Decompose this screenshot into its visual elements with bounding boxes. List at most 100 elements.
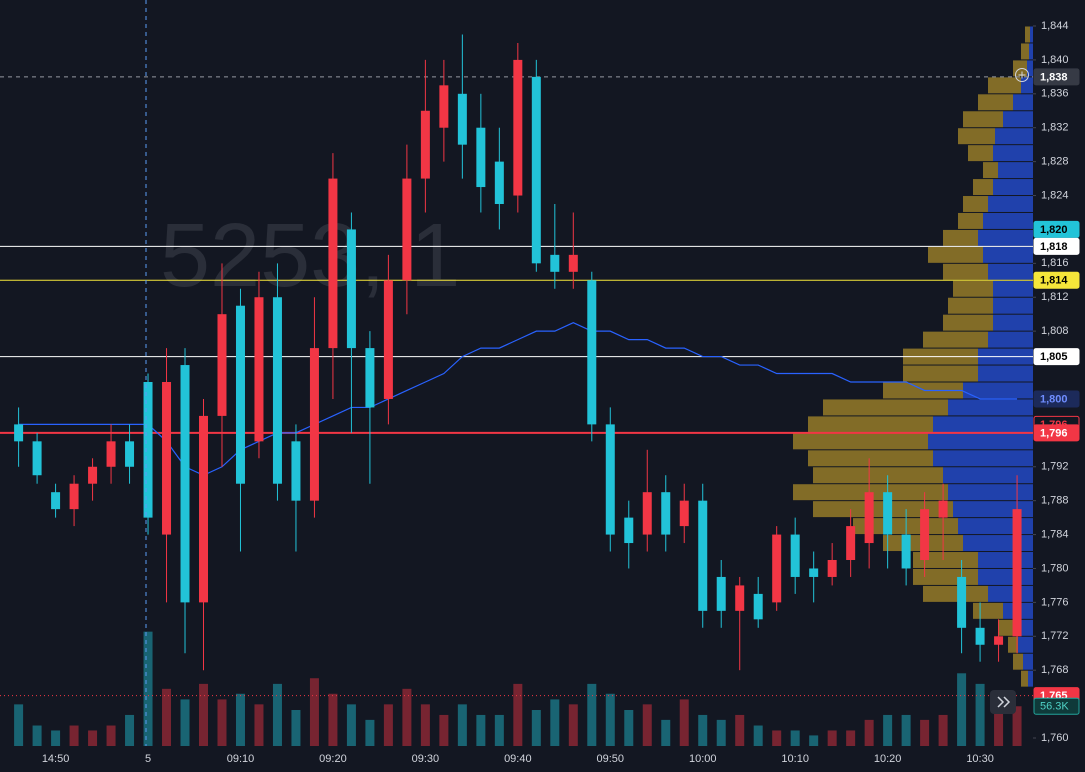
price-badge xyxy=(1033,390,1080,408)
profile-blue xyxy=(983,246,1033,263)
y-tick-label: 1,816 xyxy=(1041,257,1069,269)
candle-body xyxy=(199,415,208,603)
volume-bar xyxy=(1012,706,1022,746)
profile-gold xyxy=(1008,636,1018,653)
volume-bar xyxy=(920,719,930,746)
profile-blue xyxy=(978,568,1033,585)
profile-blue xyxy=(1030,26,1033,43)
profile-gold xyxy=(943,229,978,246)
profile-gold xyxy=(813,501,953,518)
volume-bar xyxy=(716,719,726,746)
profile-blue xyxy=(1028,670,1033,687)
volume-bar xyxy=(513,683,523,746)
volume-bar xyxy=(199,683,208,746)
profile-gold xyxy=(948,297,993,314)
y-tick-label: 1,768 xyxy=(1041,664,1069,676)
y-tick-label: 1,772 xyxy=(1041,630,1069,642)
profile-gold xyxy=(813,467,943,484)
candle-body xyxy=(69,483,79,510)
scroll-icon xyxy=(997,696,1011,708)
volume-bar xyxy=(642,704,652,746)
candle-body xyxy=(476,127,486,188)
profile-blue xyxy=(978,552,1033,568)
candle-body xyxy=(605,424,615,535)
candle-body xyxy=(938,500,948,518)
profile-blue xyxy=(933,416,1033,433)
volume-bar xyxy=(568,704,578,746)
profile-blue xyxy=(978,365,1033,382)
y-tick-label: 1,780 xyxy=(1041,562,1069,574)
price-badge-label: 1,805 xyxy=(1040,351,1068,363)
profile-gold xyxy=(923,331,988,348)
price-badge-label: 1,796 xyxy=(1040,427,1068,439)
profile-gold xyxy=(1021,670,1028,687)
candle-body xyxy=(827,560,837,577)
volume-bar xyxy=(735,714,745,746)
candle-body xyxy=(679,500,689,527)
candle-body xyxy=(346,229,356,349)
profile-blue xyxy=(988,585,1033,602)
volume-bar xyxy=(14,704,24,746)
profile-blue xyxy=(1027,60,1033,77)
candle-body xyxy=(846,526,856,560)
add-alert-icon xyxy=(1018,71,1026,79)
candle-body xyxy=(88,466,98,484)
profile-gold xyxy=(943,314,993,331)
volume-bar xyxy=(550,699,560,746)
profile-gold xyxy=(973,179,993,196)
profile-gold xyxy=(988,77,1021,94)
volume-bar xyxy=(32,725,42,746)
y-tick-label: 1,836 xyxy=(1041,88,1069,100)
profile-blue xyxy=(958,518,1033,535)
volume-bar xyxy=(938,714,948,746)
profile-gold xyxy=(953,280,993,297)
candle-body xyxy=(661,492,671,535)
price-badge xyxy=(1033,348,1080,366)
x-tick-label: 10:20 xyxy=(874,753,902,765)
candle-body xyxy=(106,441,116,467)
candle-body xyxy=(624,517,634,544)
volume-bar xyxy=(809,735,819,746)
candle-body xyxy=(180,365,190,603)
volume-bar xyxy=(605,693,615,746)
candle-body xyxy=(328,178,338,349)
profile-gold xyxy=(913,568,978,585)
volume-bar xyxy=(679,699,689,746)
price-badge-label: 1,820 xyxy=(1040,224,1068,236)
volume-bar xyxy=(162,688,172,746)
candle-body xyxy=(420,110,430,179)
volume-bar xyxy=(624,710,634,746)
candle-body xyxy=(1012,509,1022,637)
price-badge-label: 1,800 xyxy=(1040,393,1068,405)
y-tick-label: 1,776 xyxy=(1041,596,1069,608)
profile-blue xyxy=(1018,636,1033,653)
volume-bars xyxy=(14,631,1022,746)
volume-bar xyxy=(901,714,911,746)
x-tick-label: 09:30 xyxy=(412,753,440,765)
candle-body xyxy=(51,492,61,510)
volume-bar xyxy=(180,699,190,746)
volume-bar xyxy=(827,730,837,746)
candle-body xyxy=(531,76,541,264)
profile-gold xyxy=(998,619,1013,636)
volume-bar xyxy=(291,710,301,746)
add-alert[interactable] xyxy=(1015,68,1029,82)
volume-bar xyxy=(346,704,356,746)
profile-gold xyxy=(883,382,963,399)
profile-gold xyxy=(943,263,988,280)
volume-bar xyxy=(957,673,967,746)
volume-bar xyxy=(975,683,985,746)
volume-bar xyxy=(88,730,98,746)
price-badge xyxy=(1033,271,1080,289)
volume-bar xyxy=(457,704,467,746)
profile-blue xyxy=(1029,43,1033,60)
x-tick-label: 09:40 xyxy=(504,753,532,765)
candle-body xyxy=(550,254,560,272)
volume-bar xyxy=(864,719,874,746)
volume-bar xyxy=(309,678,319,746)
profile-gold xyxy=(958,128,995,145)
y-tick-label: 1,784 xyxy=(1041,528,1069,540)
candle-body xyxy=(14,424,24,442)
volume-bar xyxy=(272,683,282,746)
